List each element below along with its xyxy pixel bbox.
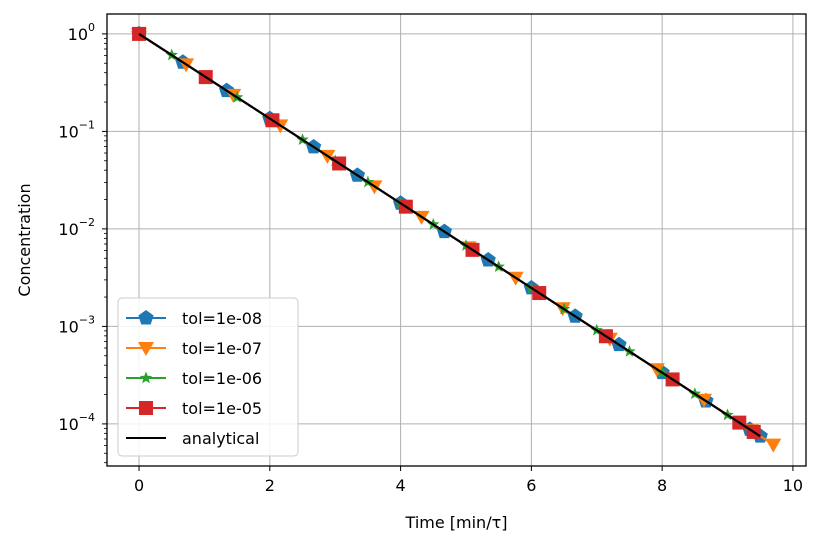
legend-label: analytical (182, 429, 259, 448)
plot-area-frame (106, 13, 807, 467)
series-layer (131, 25, 782, 453)
legend-item: tol=1e-08 (126, 309, 262, 328)
series-analytical (138, 32, 761, 438)
y-tick-label: 10−3 (58, 313, 95, 336)
legend-marker (139, 371, 153, 384)
x-tick-label: 0 (134, 476, 144, 495)
legend-item: analytical (126, 429, 259, 448)
y-tick-label: 10−4 (58, 411, 95, 434)
x-tick-label: 4 (395, 476, 405, 495)
legend-label: tol=1e-07 (182, 339, 262, 358)
legend-marker (138, 310, 154, 325)
x-tick-label: 8 (657, 476, 667, 495)
legend-label: tol=1e-05 (182, 399, 262, 418)
x-axis-label: Time [min/τ] (405, 513, 508, 532)
y-axis-label: Concentration (15, 183, 34, 296)
legend-box (117, 297, 299, 457)
y-tick-label: 10−2 (58, 216, 95, 239)
legend-item: tol=1e-07 (126, 339, 262, 358)
x-tick-label: 6 (526, 476, 536, 495)
y-tick-label: 10−1 (58, 118, 95, 141)
series-line (138, 32, 761, 438)
grid (107, 14, 806, 466)
legend-item: tol=1e-05 (126, 399, 262, 418)
y-tick-label: 100 (68, 21, 95, 44)
legend-label: tol=1e-06 (182, 369, 262, 388)
legend-item: tol=1e-06 (126, 369, 262, 388)
legend-marker (138, 342, 154, 356)
x-tick-label: 10 (783, 476, 803, 495)
x-tick-label: 2 (265, 476, 275, 495)
data-point (765, 438, 782, 453)
legend-label: tol=1e-08 (182, 309, 262, 328)
legend-marker (139, 401, 153, 415)
legend: tol=1e-08 tol=1e-07 tol=1e-06 tol=1e-05 anal… (117, 297, 299, 457)
axis-ticks: 0 2 4 6 8 10 100 10−1 10−2 10−3 10−4 (58, 21, 803, 495)
